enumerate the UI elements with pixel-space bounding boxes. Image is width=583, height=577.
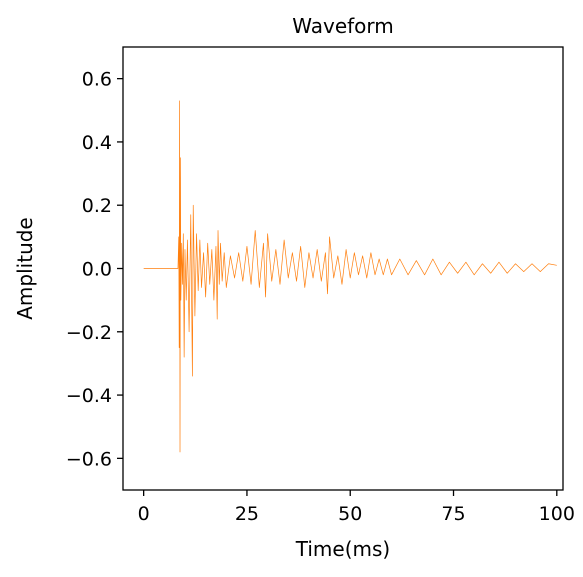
x-tick-label: 0 xyxy=(138,503,150,525)
y-tick-label: 0.0 xyxy=(82,259,112,281)
y-tick-label: 0.6 xyxy=(82,69,112,91)
x-tick-label: 25 xyxy=(235,503,259,525)
y-axis: 0.6 0.4 0.2 0.0 −0.2 −0.4 −0.6 xyxy=(66,69,123,470)
waveform-line xyxy=(143,100,557,453)
x-tick-label: 50 xyxy=(338,503,362,525)
x-tick-label: 100 xyxy=(539,503,575,525)
y-tick-label: −0.4 xyxy=(66,385,112,407)
plot-area xyxy=(143,100,557,453)
chart-title: Waveform xyxy=(292,14,394,38)
x-axis: 0 25 50 75 100 xyxy=(138,490,575,525)
y-axis-label: Amplitude xyxy=(13,217,37,320)
x-tick-label: 75 xyxy=(441,503,465,525)
y-tick-label: −0.6 xyxy=(66,448,112,470)
plot-frame xyxy=(122,46,564,491)
x-axis-label: Time(ms) xyxy=(295,537,390,561)
y-tick-label: 0.4 xyxy=(82,132,112,154)
y-tick-label: 0.2 xyxy=(82,195,112,217)
y-tick-label: −0.2 xyxy=(66,322,112,344)
